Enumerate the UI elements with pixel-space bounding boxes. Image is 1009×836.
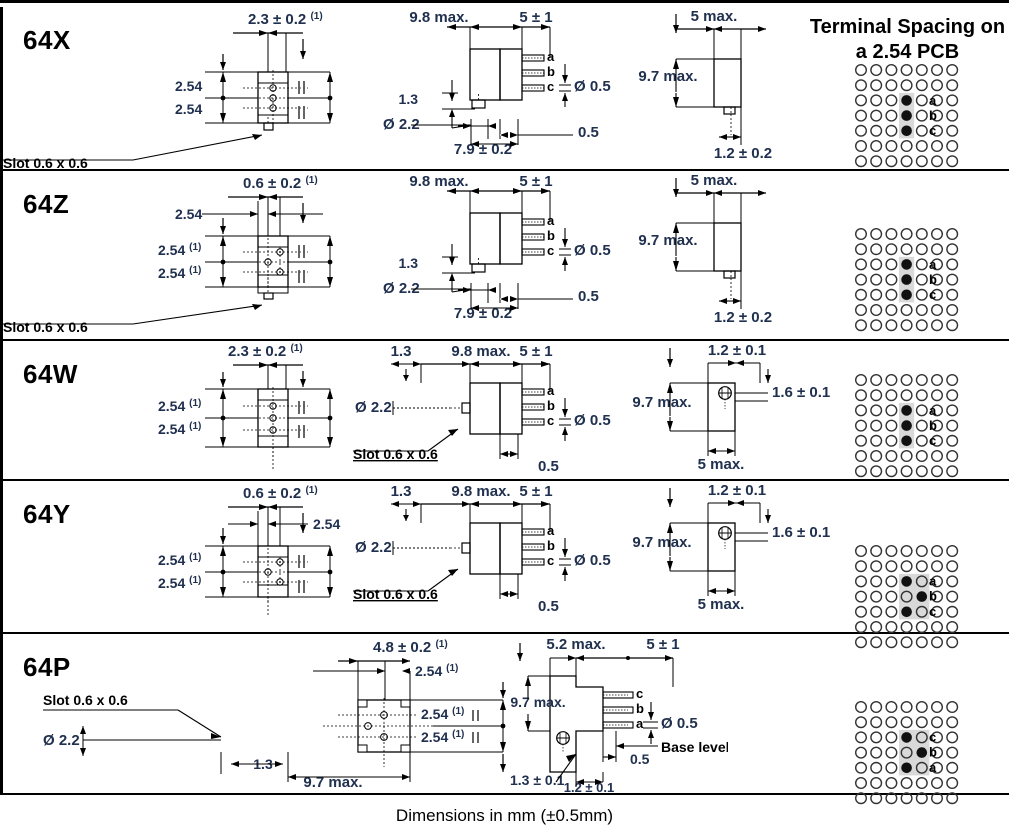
svg-text:b: b	[929, 108, 937, 123]
svg-text:c: c	[929, 123, 936, 138]
svg-text:5 ± 1: 5 ± 1	[519, 483, 552, 500]
svg-text:Base level: Base level	[661, 739, 728, 755]
svg-text:9.8 max.: 9.8 max.	[451, 483, 510, 500]
svg-text:2.54 (1): 2.54 (1)	[158, 552, 201, 569]
svg-text:Slot 0.6 x 0.6: Slot 0.6 x 0.6	[353, 586, 438, 602]
svg-text:5 max.: 5 max.	[698, 456, 745, 473]
svg-text:2.54 (1): 2.54 (1)	[158, 265, 201, 282]
svg-text:Ø 0.5: Ø 0.5	[661, 715, 698, 732]
svg-text:1.3: 1.3	[399, 255, 419, 271]
svg-text:b: b	[929, 418, 937, 433]
svg-text:9.8 max.: 9.8 max.	[409, 173, 468, 190]
svg-text:1.2 ± 0.2: 1.2 ± 0.2	[714, 309, 772, 326]
svg-text:2.54: 2.54	[175, 206, 202, 222]
svg-text:4.8 ± 0.2 (1): 4.8 ± 0.2 (1)	[373, 639, 448, 657]
svg-text:9.8 max.: 9.8 max.	[451, 343, 510, 360]
svg-text:0.5: 0.5	[578, 288, 599, 305]
svg-text:1.3: 1.3	[391, 483, 412, 500]
svg-text:9.7 max.: 9.7 max.	[632, 534, 691, 551]
svg-text:b: b	[547, 228, 555, 243]
svg-text:2.54 (1): 2.54 (1)	[158, 575, 201, 592]
svg-text:0.5: 0.5	[630, 751, 650, 767]
svg-text:c: c	[929, 433, 936, 448]
svg-text:b: b	[547, 538, 555, 553]
svg-text:0.6 ± 0.2 (1): 0.6 ± 0.2 (1)	[243, 485, 318, 503]
svg-text:a: a	[929, 93, 937, 108]
svg-text:5 max.: 5 max.	[691, 8, 738, 25]
svg-text:c: c	[636, 686, 643, 701]
svg-text:2.3 ± 0.2 (1): 2.3 ± 0.2 (1)	[228, 343, 303, 361]
svg-text:5 ± 1: 5 ± 1	[519, 173, 552, 190]
svg-text:c: c	[929, 604, 936, 619]
svg-text:5 ± 1: 5 ± 1	[646, 636, 679, 653]
svg-text:a: a	[929, 257, 937, 272]
svg-text:2.54 (1): 2.54 (1)	[421, 729, 464, 746]
svg-text:Slot 0.6 x 0.6: Slot 0.6 x 0.6	[353, 446, 438, 462]
svg-text:b: b	[929, 589, 937, 604]
svg-text:5 ± 1: 5 ± 1	[519, 343, 552, 360]
svg-text:b: b	[636, 701, 644, 716]
svg-text:b: b	[547, 398, 555, 413]
svg-text:a: a	[547, 383, 555, 398]
svg-text:9.8 max.: 9.8 max.	[409, 9, 468, 26]
svg-text:0.5: 0.5	[538, 598, 559, 615]
svg-text:b: b	[929, 745, 937, 760]
svg-text:Slot 0.6 x 0.6: Slot 0.6 x 0.6	[43, 692, 128, 708]
svg-text:2.54 (1): 2.54 (1)	[158, 242, 201, 259]
svg-text:Slot 0.6 x 0.6: Slot 0.6 x 0.6	[3, 155, 88, 171]
svg-text:b: b	[547, 64, 555, 79]
svg-text:Ø 0.5: Ø 0.5	[574, 552, 611, 569]
svg-text:5 max.: 5 max.	[691, 172, 738, 189]
svg-text:2.54 (1): 2.54 (1)	[158, 398, 201, 415]
svg-text:2.54 (1): 2.54 (1)	[158, 421, 201, 438]
svg-text:Ø 0.5: Ø 0.5	[574, 412, 611, 429]
svg-text:5 max.: 5 max.	[698, 596, 745, 613]
svg-text:2.54 (1): 2.54 (1)	[421, 706, 464, 723]
svg-text:1.2 ± 0.2: 1.2 ± 0.2	[714, 145, 772, 162]
svg-text:5 ± 1: 5 ± 1	[519, 9, 552, 26]
svg-text:Ø 2.2: Ø 2.2	[43, 732, 80, 749]
svg-text:9.7 max.: 9.7 max.	[638, 232, 697, 249]
svg-text:1.6 ± 0.1: 1.6 ± 0.1	[772, 524, 830, 541]
svg-text:1.3 ± 0.1: 1.3 ± 0.1	[510, 772, 565, 788]
svg-text:1.2 ± 0.1: 1.2 ± 0.1	[708, 482, 766, 499]
svg-text:c: c	[929, 729, 936, 744]
svg-text:c: c	[547, 553, 554, 568]
svg-text:a: a	[547, 523, 555, 538]
svg-text:b: b	[929, 272, 937, 287]
svg-text:0.6 ± 0.2 (1): 0.6 ± 0.2 (1)	[243, 175, 318, 193]
svg-text:a: a	[547, 213, 555, 228]
svg-text:0.5: 0.5	[538, 458, 559, 475]
svg-text:a: a	[547, 49, 555, 64]
svg-text:a: a	[929, 573, 937, 588]
svg-text:c: c	[547, 243, 554, 258]
svg-text:9.7 max.: 9.7 max.	[510, 694, 565, 710]
svg-text:9.7 max.: 9.7 max.	[638, 68, 697, 85]
svg-text:2.54: 2.54	[175, 101, 202, 117]
svg-text:1.3: 1.3	[391, 343, 412, 360]
svg-text:2.54: 2.54	[175, 78, 202, 94]
svg-text:9.7 max.: 9.7 max.	[632, 394, 691, 411]
svg-text:Ø 2.2: Ø 2.2	[355, 399, 392, 416]
svg-text:c: c	[929, 287, 936, 302]
svg-text:Ø 0.5: Ø 0.5	[574, 78, 611, 95]
svg-text:5.2 max.: 5.2 max.	[546, 636, 605, 653]
svg-text:1.6 ± 0.1: 1.6 ± 0.1	[772, 384, 830, 401]
svg-text:c: c	[547, 79, 554, 94]
svg-text:Ø 0.5: Ø 0.5	[574, 242, 611, 259]
svg-text:1.3: 1.3	[399, 91, 419, 107]
svg-text:a: a	[636, 716, 644, 731]
svg-text:2.54 (1): 2.54 (1)	[415, 663, 458, 680]
svg-text:Slot 0.6 x 0.6: Slot 0.6 x 0.6	[3, 319, 88, 335]
svg-text:a: a	[929, 403, 937, 418]
svg-text:0.5: 0.5	[578, 124, 599, 141]
svg-text:c: c	[547, 413, 554, 428]
svg-text:2.3 ± 0.2 (1): 2.3 ± 0.2 (1)	[248, 11, 323, 29]
svg-text:1.2 ± 0.1: 1.2 ± 0.1	[708, 342, 766, 359]
svg-text:a: a	[929, 760, 937, 775]
svg-text:2.54: 2.54	[313, 516, 340, 532]
svg-text:Ø 2.2: Ø 2.2	[355, 539, 392, 556]
